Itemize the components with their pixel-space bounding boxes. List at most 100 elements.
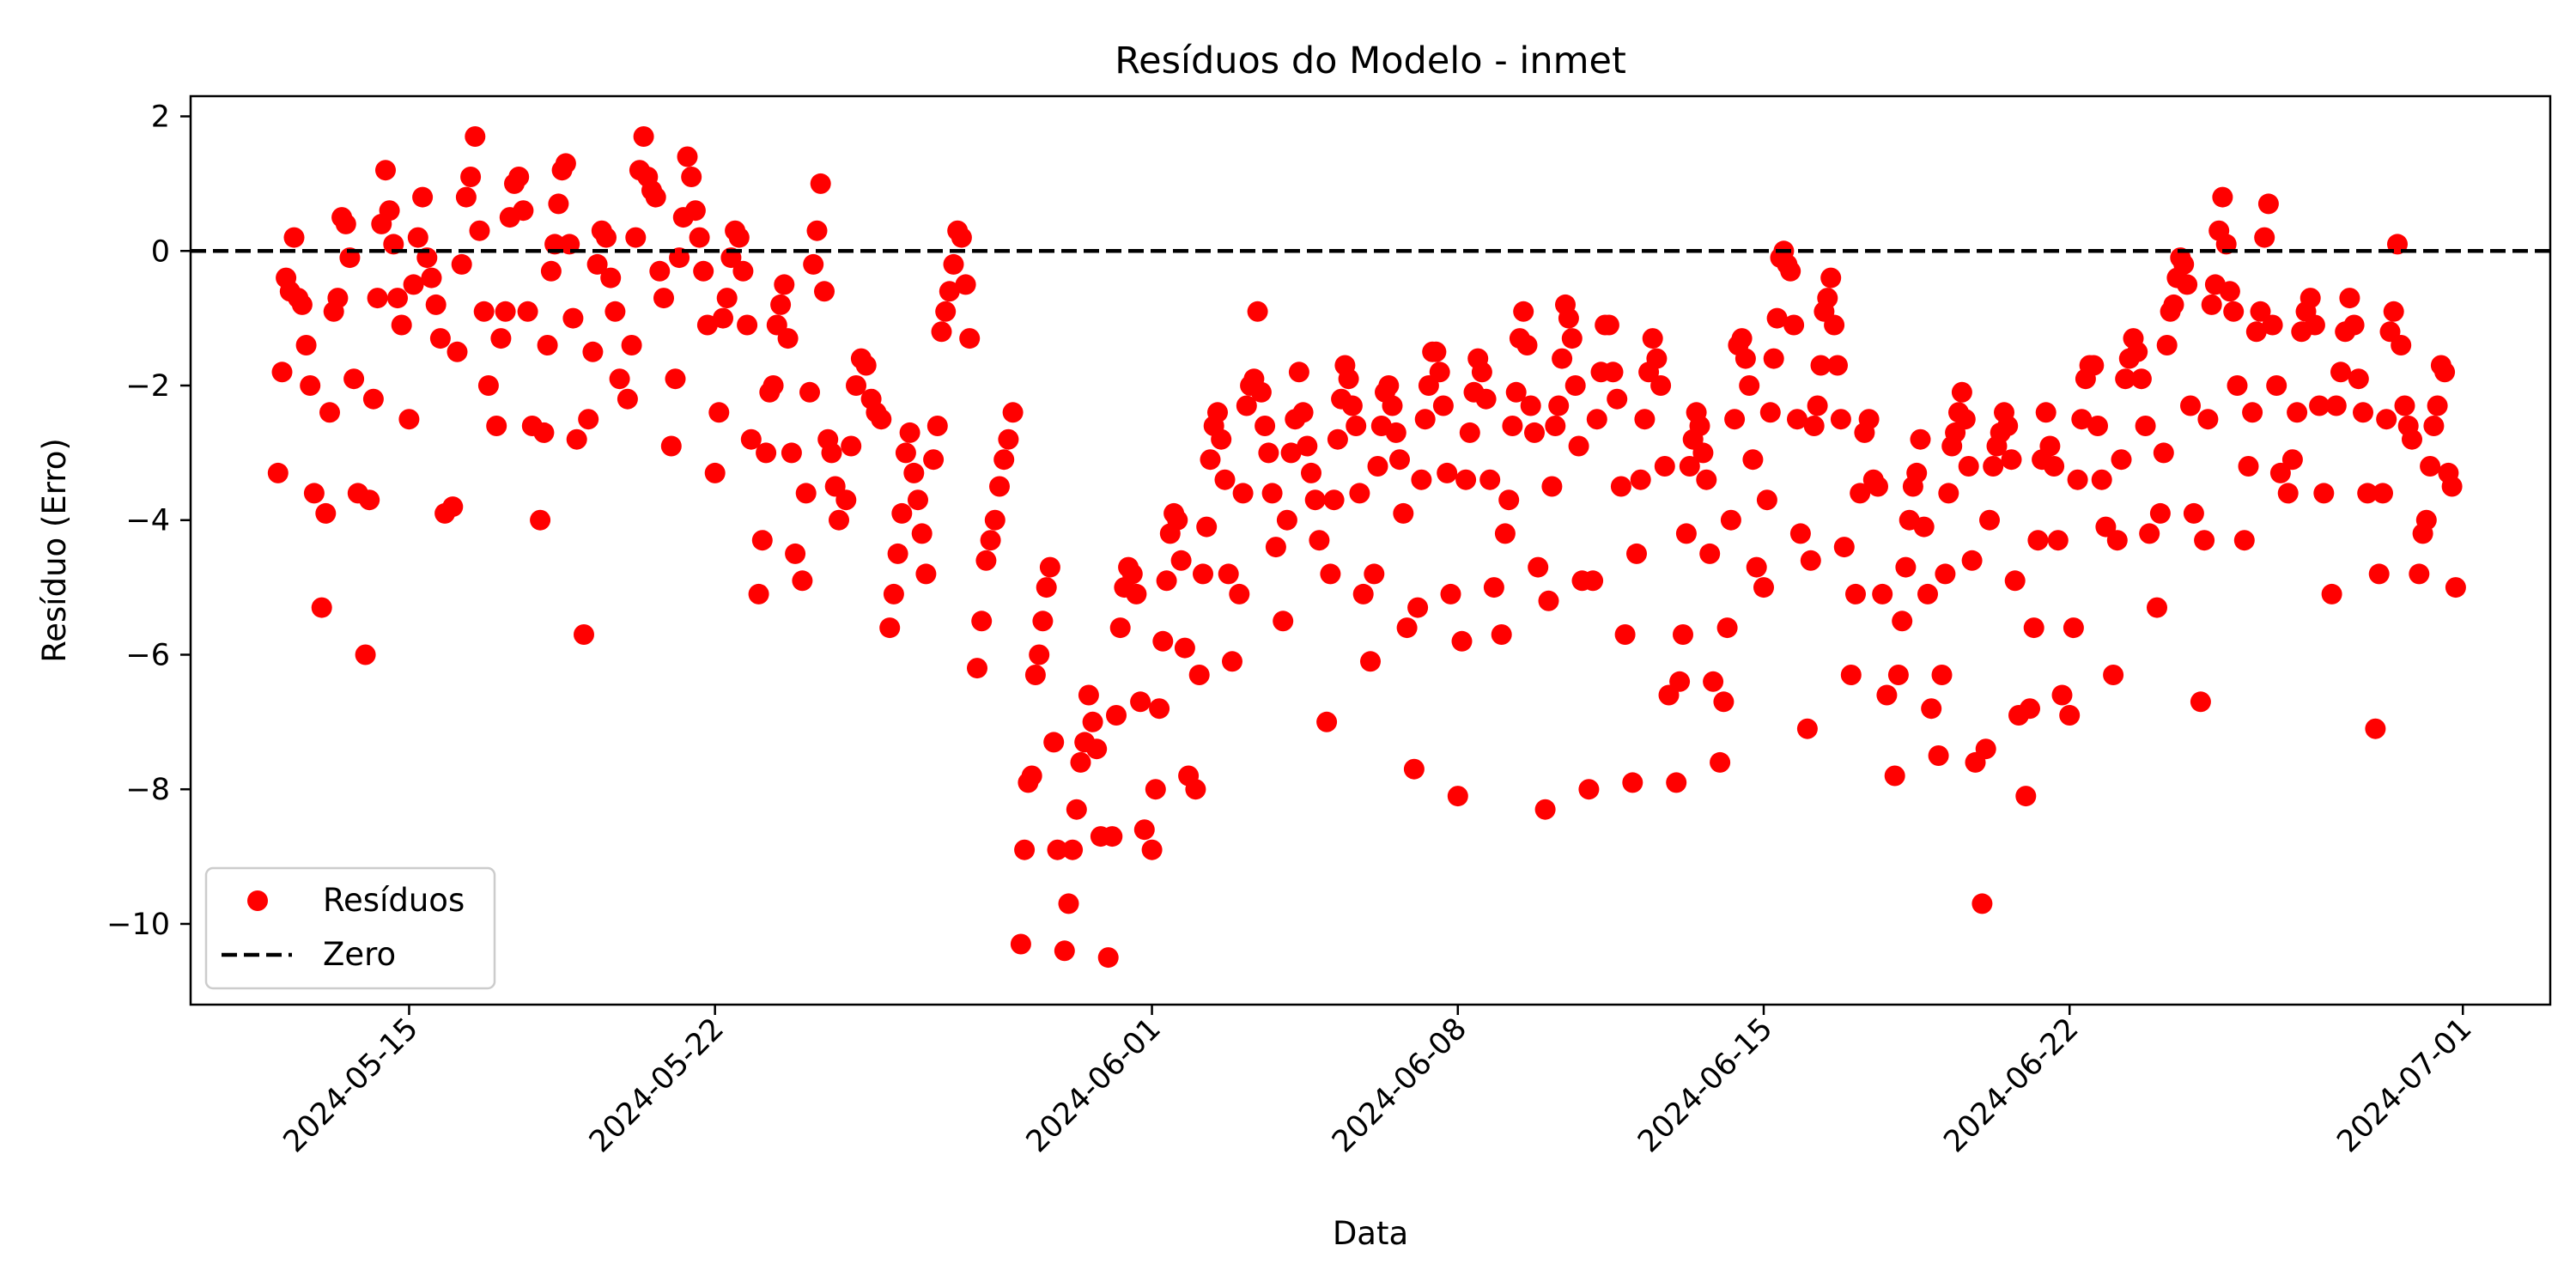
data-point: [421, 267, 442, 289]
data-point: [398, 409, 420, 430]
data-point: [1884, 765, 1905, 787]
data-point: [621, 335, 642, 355]
data-point: [2149, 502, 2171, 524]
data-point: [327, 288, 349, 309]
data-point: [609, 368, 630, 390]
data-point: [1149, 698, 1170, 720]
data-point: [1145, 779, 1166, 800]
legend-marker-residuos: [247, 890, 268, 911]
data-point: [959, 328, 981, 349]
data-point: [1673, 624, 1693, 645]
data-point: [1447, 786, 1468, 807]
data-point: [1170, 550, 1192, 571]
data-point: [291, 294, 313, 315]
data-point: [1827, 355, 1848, 376]
data-point: [915, 563, 937, 585]
data-point: [1558, 307, 1579, 329]
data-point: [1407, 597, 1429, 618]
data-point: [1498, 489, 1520, 511]
data-point: [653, 288, 674, 309]
plot-frame: [191, 96, 2550, 1005]
data-point: [770, 294, 792, 315]
data-point: [1666, 772, 1687, 793]
data-point: [548, 193, 569, 215]
data-point: [1541, 476, 1563, 497]
data-point: [2194, 530, 2215, 551]
data-point: [1780, 260, 1801, 282]
data-point: [315, 502, 337, 524]
y-axis-label: Resíduo (Erro): [36, 438, 73, 663]
data-point: [835, 489, 857, 511]
data-point: [774, 274, 795, 295]
data-point: [2391, 335, 2412, 355]
data-point: [2365, 718, 2386, 739]
x-tick-label: 2024-05-22: [583, 1012, 731, 1159]
data-point: [1850, 483, 1871, 504]
data-point: [2330, 361, 2351, 383]
data-point: [2376, 409, 2397, 430]
data-point: [1679, 456, 1700, 477]
data-point: [300, 375, 321, 396]
data-point: [2233, 530, 2255, 551]
data-point: [1174, 637, 1195, 659]
data-point: [689, 227, 710, 248]
data-point: [1258, 442, 1279, 464]
data-point: [2415, 509, 2437, 531]
data-point: [2300, 288, 2321, 309]
data-point: [1214, 469, 1236, 490]
data-point: [2242, 402, 2263, 423]
data-point: [2304, 314, 2325, 336]
data-point: [708, 402, 730, 423]
data-point: [2047, 530, 2069, 551]
data-point: [2219, 281, 2240, 302]
data-point: [1207, 402, 1228, 423]
data-point: [1954, 409, 1976, 430]
data-point: [1200, 449, 1221, 471]
data-point: [1043, 732, 1065, 753]
data-point: [1054, 940, 1075, 962]
data-point: [1735, 348, 1756, 369]
data-point: [387, 288, 408, 309]
data-point: [1552, 348, 1573, 369]
data-point: [1807, 395, 1828, 416]
data-point: [2004, 570, 2026, 592]
data-point: [1766, 307, 1788, 329]
data-point: [429, 328, 451, 349]
data-point: [600, 267, 622, 289]
data-point: [469, 220, 490, 241]
data-point: [1548, 395, 1570, 416]
data-point: [1218, 563, 1239, 585]
data-point: [1352, 583, 1374, 605]
data-point: [1414, 409, 1436, 430]
data-point: [2353, 402, 2373, 423]
data-point: [2250, 301, 2271, 322]
data-point: [704, 462, 726, 483]
data-point: [335, 213, 356, 234]
data-point: [2044, 456, 2065, 477]
data-point: [1459, 422, 1480, 443]
data-point: [645, 186, 666, 208]
data-point: [1133, 819, 1155, 841]
data-point: [1036, 577, 1057, 598]
data-point: [1403, 758, 1425, 780]
data-point: [1713, 691, 1735, 713]
data-point: [2027, 530, 2049, 551]
data-point: [1817, 288, 1838, 309]
data-point: [1614, 624, 1636, 645]
data-point: [2266, 375, 2287, 396]
data-point: [586, 253, 608, 275]
data-point: [777, 328, 799, 349]
data-point: [1810, 355, 1832, 376]
data-point: [2051, 684, 2073, 706]
data-point: [1126, 583, 1147, 605]
data-point: [465, 126, 486, 147]
data-point: [1763, 348, 1784, 369]
data-point: [578, 409, 599, 430]
data-point: [267, 462, 289, 483]
data-point: [2106, 530, 2128, 551]
data-point: [1961, 550, 1983, 571]
data-point: [311, 597, 332, 618]
data-point: [1247, 301, 1268, 322]
x-tick-label: 2024-06-08: [1326, 1012, 1473, 1159]
data-point: [1528, 556, 1549, 578]
